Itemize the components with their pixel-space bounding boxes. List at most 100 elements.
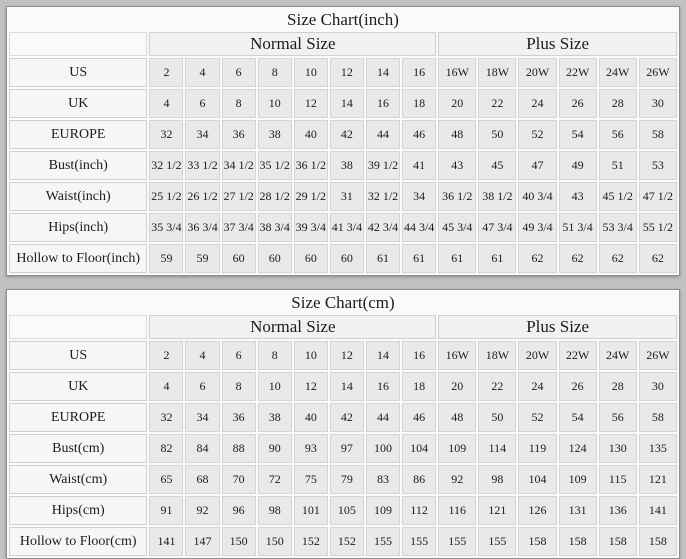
size-value-cell: 136 bbox=[598, 496, 637, 525]
size-value-cell: 52 bbox=[518, 120, 557, 149]
size-value-cell: 49 3/4 bbox=[518, 213, 557, 242]
size-value-cell: 32 bbox=[149, 120, 184, 149]
size-value-cell: 38 bbox=[257, 120, 292, 149]
size-value-cell: 59 bbox=[149, 244, 184, 273]
size-value-cell: 16 bbox=[402, 58, 437, 87]
size-value-cell: 124 bbox=[558, 434, 597, 463]
size-value-cell: 16 bbox=[365, 89, 401, 118]
size-value-cell: 93 bbox=[293, 434, 328, 463]
table-row: US 2 4 6 8 10 12 14 16 16W 18W 20W 22W 24W 26W bbox=[9, 341, 677, 370]
normal-size-header: Normal Size bbox=[149, 32, 437, 56]
row-label: Hollow to Floor(cm) bbox=[9, 527, 148, 556]
size-value-cell: 155 bbox=[365, 527, 401, 556]
size-value-cell: 61 bbox=[438, 244, 477, 273]
size-value-cell: 2 bbox=[149, 341, 184, 370]
size-value-cell: 51 3/4 bbox=[558, 213, 597, 242]
size-value-cell: 68 bbox=[185, 465, 220, 494]
size-value-cell: 36 1/2 bbox=[293, 151, 328, 180]
size-value-cell: 10 bbox=[293, 58, 328, 87]
table-row: Bust(inch) 32 1/2 33 1/2 34 1/2 35 1/2 36 1/2… bbox=[9, 151, 677, 180]
group-header-row: Normal Size Plus Size bbox=[9, 32, 677, 56]
size-value-cell: 6 bbox=[185, 89, 220, 118]
size-value-cell: 20W bbox=[518, 341, 557, 370]
size-value-cell: 79 bbox=[329, 465, 364, 494]
table-row: UK 4 6 8 10 12 14 16 18 20 22 24 26 28 30 bbox=[9, 372, 677, 401]
row-label: US bbox=[9, 58, 148, 87]
size-value-cell: 60 bbox=[329, 244, 364, 273]
size-value-cell: 46 bbox=[402, 403, 437, 432]
size-value-cell: 109 bbox=[365, 496, 401, 525]
size-value-cell: 12 bbox=[329, 341, 364, 370]
size-value-cell: 32 bbox=[149, 403, 184, 432]
corner-cell bbox=[9, 315, 148, 339]
row-label: EUROPE bbox=[9, 403, 148, 432]
size-value-cell: 37 3/4 bbox=[221, 213, 256, 242]
size-value-cell: 26 bbox=[558, 372, 597, 401]
size-value-cell: 131 bbox=[558, 496, 597, 525]
size-value-cell: 62 bbox=[558, 244, 597, 273]
size-value-cell: 12 bbox=[329, 58, 364, 87]
size-value-cell: 109 bbox=[558, 465, 597, 494]
size-value-cell: 48 bbox=[438, 403, 477, 432]
size-value-cell: 35 1/2 bbox=[257, 151, 292, 180]
size-value-cell: 34 bbox=[402, 182, 437, 211]
size-value-cell: 8 bbox=[257, 341, 292, 370]
size-value-cell: 65 bbox=[149, 465, 184, 494]
size-value-cell: 10 bbox=[257, 372, 292, 401]
size-value-cell: 121 bbox=[478, 496, 517, 525]
table-title: Size Chart(inch) bbox=[287, 10, 399, 29]
size-value-cell: 155 bbox=[478, 527, 517, 556]
size-value-cell: 158 bbox=[518, 527, 557, 556]
size-value-cell: 50 bbox=[478, 120, 517, 149]
size-value-cell: 158 bbox=[558, 527, 597, 556]
size-value-cell: 22 bbox=[478, 372, 517, 401]
plus-size-header: Plus Size bbox=[438, 315, 677, 339]
size-value-cell: 42 3/4 bbox=[365, 213, 401, 242]
size-value-cell: 45 3/4 bbox=[438, 213, 477, 242]
size-value-cell: 53 3/4 bbox=[598, 213, 637, 242]
row-label: EUROPE bbox=[9, 120, 148, 149]
size-value-cell: 54 bbox=[558, 403, 597, 432]
row-label: UK bbox=[9, 372, 148, 401]
size-value-cell: 4 bbox=[149, 372, 184, 401]
size-value-cell: 12 bbox=[293, 89, 328, 118]
size-value-cell: 47 1/2 bbox=[638, 182, 677, 211]
table-body: US 2 4 6 8 10 12 14 16 16W 18W 20W 22W 24W 26W UK 4 6 8 10 1… bbox=[9, 58, 677, 273]
size-value-cell: 61 bbox=[478, 244, 517, 273]
size-value-cell: 28 bbox=[598, 372, 637, 401]
size-value-cell: 38 3/4 bbox=[257, 213, 292, 242]
size-value-cell: 14 bbox=[329, 89, 364, 118]
size-value-cell: 55 1/2 bbox=[638, 213, 677, 242]
size-value-cell: 135 bbox=[638, 434, 677, 463]
size-value-cell: 158 bbox=[638, 527, 677, 556]
size-value-cell: 41 bbox=[402, 151, 437, 180]
size-table-inch: Normal Size Plus Size US 2 4 6 8 10 12 14 16 16W 1… bbox=[7, 30, 679, 275]
row-label: Waist(cm) bbox=[9, 465, 148, 494]
size-value-cell: 6 bbox=[221, 341, 256, 370]
row-label: Hollow to Floor(inch) bbox=[9, 244, 148, 273]
size-value-cell: 52 bbox=[518, 403, 557, 432]
size-value-cell: 38 bbox=[257, 403, 292, 432]
size-value-cell: 92 bbox=[438, 465, 477, 494]
size-value-cell: 22W bbox=[558, 341, 597, 370]
table-row: Hips(cm) 91 92 96 98 101 105 109 112 116 121 126 131… bbox=[9, 496, 677, 525]
size-value-cell: 60 bbox=[221, 244, 256, 273]
size-value-cell: 56 bbox=[598, 403, 637, 432]
size-value-cell: 155 bbox=[438, 527, 477, 556]
size-value-cell: 16 bbox=[365, 372, 401, 401]
size-value-cell: 59 bbox=[185, 244, 220, 273]
normal-size-header: Normal Size bbox=[149, 315, 437, 339]
size-value-cell: 44 bbox=[365, 403, 401, 432]
table-row: EUROPE 32 34 36 38 40 42 44 46 48 50 52 54 56 58 bbox=[9, 120, 677, 149]
size-value-cell: 26 bbox=[558, 89, 597, 118]
size-value-cell: 53 bbox=[638, 151, 677, 180]
size-value-cell: 61 bbox=[365, 244, 401, 273]
size-value-cell: 30 bbox=[638, 372, 677, 401]
size-value-cell: 6 bbox=[221, 58, 256, 87]
size-value-cell: 14 bbox=[365, 341, 401, 370]
size-value-cell: 84 bbox=[185, 434, 220, 463]
size-value-cell: 39 3/4 bbox=[293, 213, 328, 242]
size-value-cell: 61 bbox=[402, 244, 437, 273]
size-value-cell: 42 bbox=[329, 120, 364, 149]
size-value-cell: 48 bbox=[438, 120, 477, 149]
